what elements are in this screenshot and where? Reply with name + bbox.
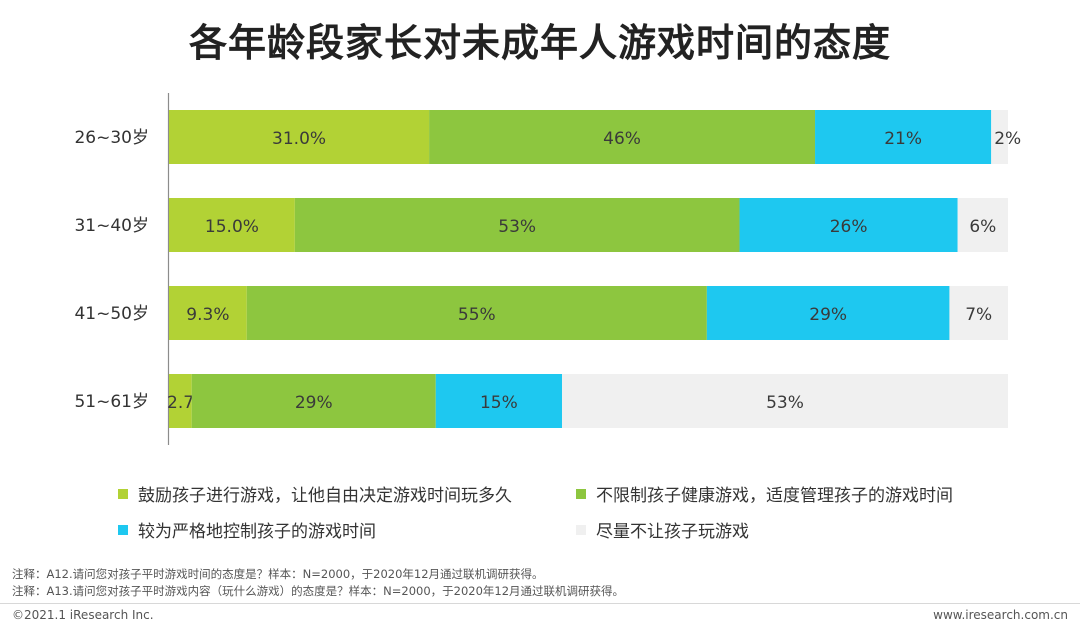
data-label: 46% [603,129,641,149]
data-label: 29% [295,393,333,413]
legend-swatch [576,488,586,499]
data-label: 53% [766,393,804,413]
data-label: 2% [994,129,1021,149]
legend-swatch [576,524,586,535]
bar-segment [169,374,192,428]
bar-segment [949,286,1008,340]
bar-segment [429,110,816,164]
bar-segment [991,110,1008,164]
data-label: 29% [809,305,847,325]
data-label: 15.0% [205,217,259,237]
data-label: 7% [965,305,992,325]
stacked-bar-chart: 26~30岁 31.0% 46% 21% 2% 31~40岁 15.0% 53% 26% 6% 41… [74,93,1021,445]
data-label: 21% [884,129,922,149]
category-label: 26~30岁 [74,128,149,148]
legend-label: 不限制孩子健康游戏，适度管理孩子的游戏时间 [596,486,953,506]
data-label: 26% [830,217,868,237]
bar-segment [246,286,707,340]
legend-item-moderate: 不限制孩子健康游戏，适度管理孩子的游戏时间 [576,481,953,506]
legend-label: 尽量不让孩子玩游戏 [596,522,749,542]
bar-segment [169,198,295,252]
data-label: 9.3% [186,305,229,325]
legend-label: 鼓励孩子进行游戏，让他自由决定游戏时间玩多久 [138,486,512,506]
legend-label: 较为严格地控制孩子的游戏时间 [138,522,376,542]
legend-swatch [118,524,128,535]
data-label: 55% [458,305,496,325]
category-label: 31~40岁 [74,216,149,236]
data-label: 31.0% [272,129,326,149]
footer-copyright: ©2021.1 iResearch Inc. [12,608,154,622]
note-a13: 注释：A13.请问您对孩子平时游戏内容（玩什么游戏）的态度是？样本：N=2000… [12,584,625,598]
legend-item-strict: 较为严格地控制孩子的游戏时间 [118,517,376,542]
bar-segment [815,110,992,164]
bar-segment [957,198,1008,252]
category-label: 41~50岁 [74,304,149,324]
bar-segment [169,110,430,164]
note-a12: 注释：A12.请问您对孩子平时游戏时间的态度是？样本：N=2000，于2020年… [12,567,544,581]
chart-title: 各年龄段家长对未成年人游戏时间的态度 [188,21,891,65]
legend-item-encourage: 鼓励孩子进行游戏，让他自由决定游戏时间玩多久 [118,481,512,506]
bar-segment [435,374,562,428]
footer-divider [0,603,1080,604]
bar-segment [191,374,436,428]
bar-segment [739,198,958,252]
footer-website: www.iresearch.com.cn [933,608,1068,622]
bar-segment [294,198,740,252]
data-label: 53% [498,217,536,237]
data-label: 6% [969,217,996,237]
legend-swatch [118,488,128,499]
legend-item-forbid: 尽量不让孩子玩游戏 [576,517,749,542]
bar-segment [561,374,1008,428]
bar-segment [169,286,247,340]
bar-segment [706,286,950,340]
category-label: 51~61岁 [74,392,149,412]
data-label: 15% [480,393,518,413]
